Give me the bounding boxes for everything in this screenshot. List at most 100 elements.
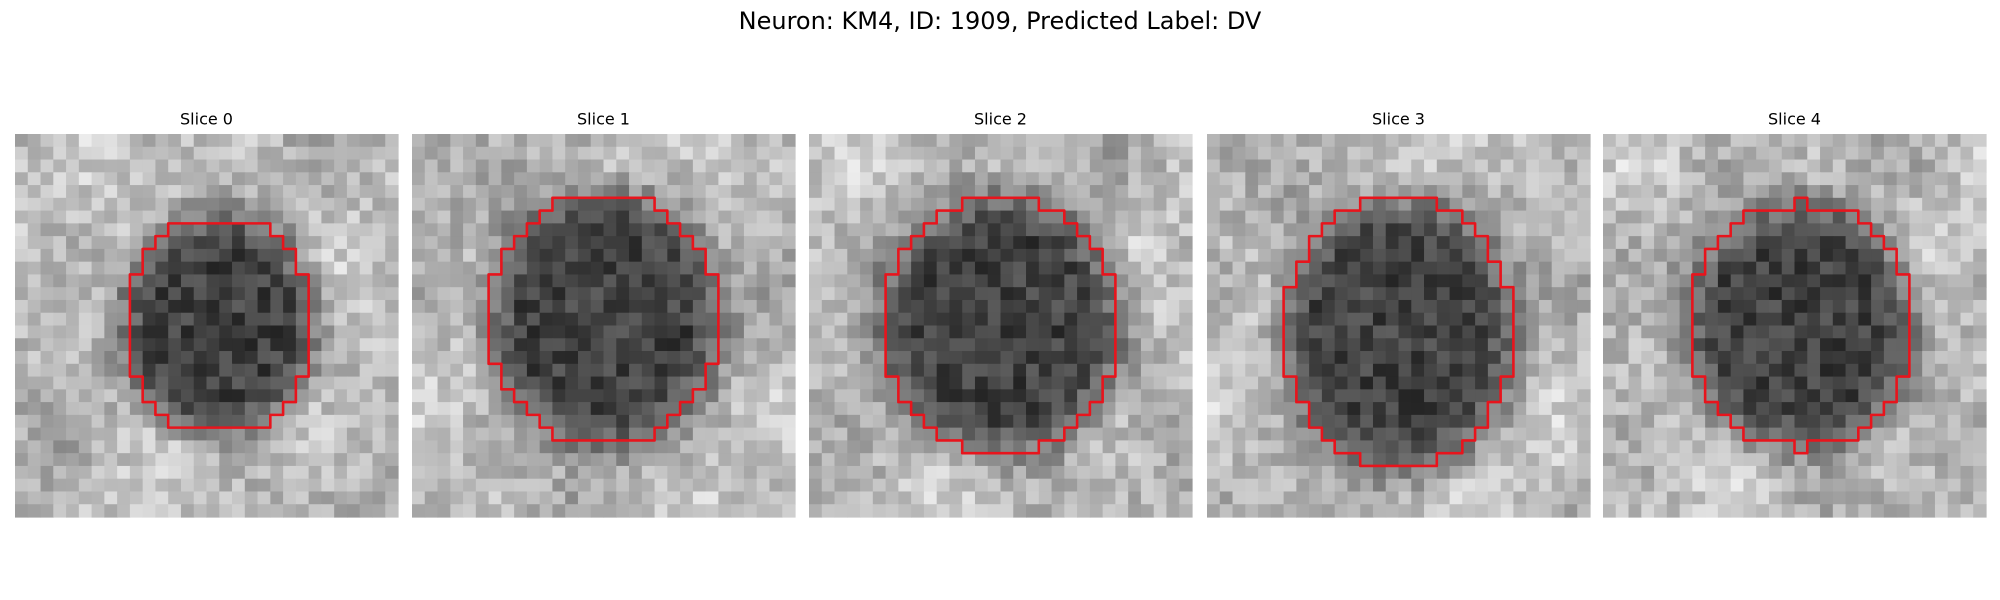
pixel xyxy=(346,236,361,250)
pixel xyxy=(1115,453,1129,467)
pixel xyxy=(1385,465,1400,480)
pixel xyxy=(590,210,605,224)
pixel xyxy=(1794,236,1808,250)
pixel xyxy=(565,312,579,327)
pixel xyxy=(1743,287,1757,301)
pixel xyxy=(1013,172,1027,186)
pixel xyxy=(1270,440,1285,454)
pixel xyxy=(232,402,246,416)
pixel xyxy=(412,248,426,263)
pixel xyxy=(1730,197,1745,212)
pixel xyxy=(1424,440,1438,454)
pixel xyxy=(168,440,182,454)
pixel xyxy=(232,351,246,365)
pixel xyxy=(782,185,796,199)
pixel xyxy=(1153,402,1168,416)
panel-title: Slice 3 xyxy=(1372,110,1425,129)
pixel xyxy=(1128,338,1142,352)
pixel xyxy=(629,299,643,314)
pixel xyxy=(346,299,361,314)
pixel xyxy=(1973,312,1987,327)
pixel xyxy=(923,287,938,301)
pixel xyxy=(1641,402,1655,416)
pixel xyxy=(1654,172,1668,186)
pixel xyxy=(1115,248,1129,263)
pixel xyxy=(809,351,823,365)
pixel xyxy=(1436,376,1451,390)
pixel xyxy=(1153,248,1168,263)
pixel xyxy=(1513,376,1527,390)
pixel xyxy=(1947,478,1962,493)
pixel xyxy=(731,172,745,186)
pixel xyxy=(923,491,938,505)
pixel xyxy=(1654,261,1668,276)
pixel xyxy=(1794,465,1808,480)
pixel xyxy=(1500,440,1514,454)
pixel xyxy=(450,299,464,314)
pixel xyxy=(1166,351,1180,365)
pixel xyxy=(1051,223,1065,237)
pixel xyxy=(987,402,1002,416)
pixel xyxy=(346,338,361,352)
pixel xyxy=(782,453,796,467)
pixel xyxy=(1487,427,1502,441)
pixel xyxy=(1140,299,1155,314)
pixel xyxy=(1102,376,1116,390)
pixel xyxy=(949,453,963,467)
pixel xyxy=(1321,363,1336,378)
pixel xyxy=(1334,389,1349,403)
slice-image xyxy=(1603,134,1987,518)
pixel xyxy=(232,440,246,454)
pixel xyxy=(1909,274,1923,288)
pixel xyxy=(1232,427,1246,441)
pixel xyxy=(1730,389,1745,403)
pixel xyxy=(53,338,67,352)
pixel xyxy=(731,389,745,403)
pixel xyxy=(1179,172,1193,186)
pixel xyxy=(1641,172,1655,186)
pixel xyxy=(1845,261,1859,276)
pixel xyxy=(1794,376,1808,390)
pixel xyxy=(283,248,297,263)
pixel xyxy=(603,159,617,173)
pixel xyxy=(1538,197,1553,212)
pixel xyxy=(206,172,220,186)
pixel xyxy=(142,223,157,237)
pixel xyxy=(514,261,528,276)
pixel xyxy=(1077,236,1091,250)
pixel xyxy=(577,427,592,441)
pixel xyxy=(219,287,233,301)
pixel xyxy=(847,402,861,416)
pixel xyxy=(129,389,144,403)
pixel xyxy=(1309,351,1323,365)
pixel xyxy=(117,197,131,212)
pixel xyxy=(180,248,195,263)
pixel xyxy=(244,134,259,148)
pixel xyxy=(1258,197,1272,212)
pixel xyxy=(412,491,426,505)
pixel xyxy=(180,325,195,339)
pixel xyxy=(1768,389,1783,403)
pixel xyxy=(437,478,451,493)
pixel xyxy=(1064,376,1078,390)
pixel xyxy=(40,491,54,505)
pixel xyxy=(1820,465,1834,480)
pixel xyxy=(1960,146,1974,161)
pixel xyxy=(1641,146,1655,161)
pixel xyxy=(1781,402,1796,416)
pixel xyxy=(104,465,118,480)
pixel xyxy=(424,465,439,480)
pixel xyxy=(847,236,861,250)
pixel xyxy=(1896,453,1910,467)
pixel xyxy=(53,504,67,518)
pixel xyxy=(692,299,707,314)
pixel xyxy=(488,146,502,161)
pixel xyxy=(155,261,169,276)
pixel xyxy=(1615,338,1630,352)
pixel xyxy=(321,236,335,250)
pixel xyxy=(1232,389,1246,403)
pixel xyxy=(1973,491,1987,505)
pixel xyxy=(526,338,541,352)
pixel xyxy=(936,465,951,480)
pixel xyxy=(1845,491,1859,505)
